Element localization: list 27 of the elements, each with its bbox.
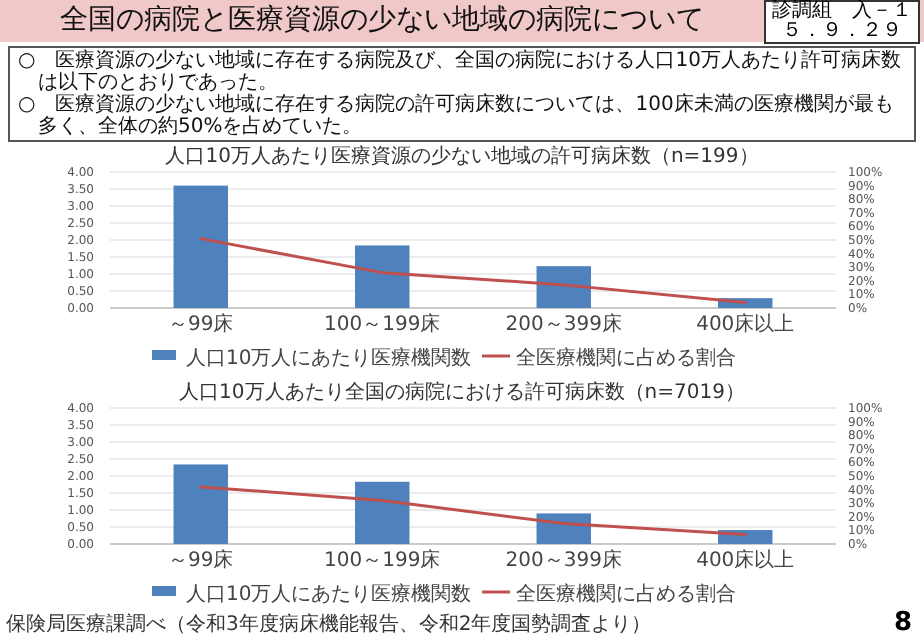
x-tick-label: 400床以上 [696,312,795,336]
legend-label: 人口10万人にあたり医療機関数 [186,346,472,370]
text: 8 [893,608,912,638]
line-series [199,485,747,536]
x-tick-label: 200～399床 [505,548,622,572]
x-tick-label: ～99床 [168,548,234,572]
bar [355,481,410,544]
legend-label: 人口10万人にあたり医療機関数 [186,582,472,606]
legend-label: 全医療機関に占める割合 [516,582,736,606]
x-tick-label: 100～199床 [324,548,441,572]
text: 保険局医療課調べ（令和3年度病床機能報告、令和2年度国勢調査より） [6,614,652,638]
x-tick-label: 200～399床 [505,312,622,336]
bar [355,245,410,308]
line-series [199,237,747,305]
chart-title: 人口10万人あたり医療資源の少ない地域の許可病床数（n=199） [165,144,759,168]
chart-title: 人口10万人あたり全国の病院における許可病床数（n=7019） [179,380,745,404]
text: ○ 医療資源の少ない地域に存在する病院及び、全国の病院における人口10万人あたり許可病床数は以下のとおりであった。 [18,50,903,94]
x-tick-label: ～99床 [168,312,234,336]
bar [173,185,228,308]
bar [536,266,591,308]
bar [173,464,228,544]
text: ○ 医療資源の少ない地域に存在する病院の許可病床数については、100床未満の医療機関が最も多く、全体の約50%を占めていた。 [18,94,896,138]
x-tick-label: 400床以上 [696,548,795,572]
x-tick-label: 100～199床 [324,312,441,336]
text: 全国の病院と医療資源の少ない地域の病院について [58,2,706,40]
bar [536,513,591,544]
legend-label: 全医療機関に占める割合 [516,346,736,370]
